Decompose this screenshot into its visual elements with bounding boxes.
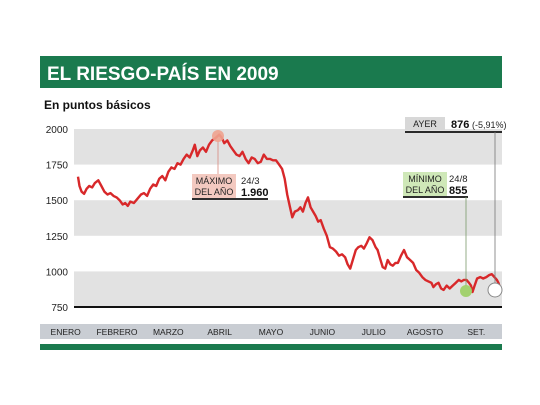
series-line	[76, 133, 502, 294]
min-date: 24/8	[449, 174, 468, 185]
grid-band	[74, 271, 502, 307]
month-labels: ENERO FEBRERO MARZO ABRIL MAYO JUNIO JULIO AGOS…	[51, 327, 486, 337]
chart-subtitle: En puntos básicos	[44, 98, 151, 112]
y-tick-label: 1500	[46, 196, 69, 207]
month-bar	[40, 324, 502, 339]
ayer-value: 876	[451, 119, 469, 131]
max-marker	[212, 130, 224, 142]
min-marker	[460, 285, 472, 297]
y-axis-ticks: 2000 1750 1500 1250 1000 750	[46, 125, 69, 314]
chart-title: EL RIESGO-PAÍS EN 2009	[47, 63, 279, 85]
header-bar	[40, 56, 502, 88]
month-label: SET.	[467, 327, 485, 337]
month-label: JULIO	[362, 327, 386, 337]
month-label: MARZO	[153, 327, 184, 337]
month-label: AGOSTO	[407, 327, 444, 337]
min-label-line1: MÍNIMO	[408, 174, 442, 184]
ayer-label-box	[405, 117, 445, 130]
max-label-line2: DEL AÑO	[195, 187, 234, 197]
month-label: FEBRERO	[96, 327, 137, 337]
y-tick-label: 1750	[46, 161, 69, 172]
month-label: MAYO	[259, 327, 284, 337]
month-label: ENERO	[51, 327, 82, 337]
max-label-line1: MÁXIMO	[196, 176, 233, 186]
min-label-box	[403, 172, 447, 196]
y-tick-label: 1250	[46, 232, 69, 243]
min-label-line2: DEL AÑO	[406, 185, 445, 195]
grid-band	[74, 200, 502, 236]
ayer-change: (-5,91%)	[472, 120, 507, 130]
min-value: 855	[449, 185, 467, 197]
min-annotation: MÍNIMO DEL AÑO 24/8 855	[403, 172, 472, 297]
footer-bar	[40, 344, 502, 350]
max-annotation: MÁXIMO DEL AÑO 24/3 1.960	[192, 130, 269, 200]
month-label: ABRIL	[207, 327, 232, 337]
max-date: 24/3	[241, 176, 260, 187]
grid-band	[74, 129, 502, 165]
month-label: JUNIO	[310, 327, 336, 337]
y-tick-label: 1000	[46, 267, 69, 278]
ayer-marker	[487, 282, 503, 298]
grid-bands	[74, 129, 502, 307]
ayer-annotation: AYER 876 (-5,91%)	[405, 117, 507, 298]
y-tick-label: 750	[51, 303, 68, 314]
y-tick-label: 2000	[46, 125, 69, 136]
ayer-label: AYER	[413, 119, 437, 129]
max-label-box	[192, 174, 236, 198]
max-value: 1.960	[241, 187, 269, 199]
